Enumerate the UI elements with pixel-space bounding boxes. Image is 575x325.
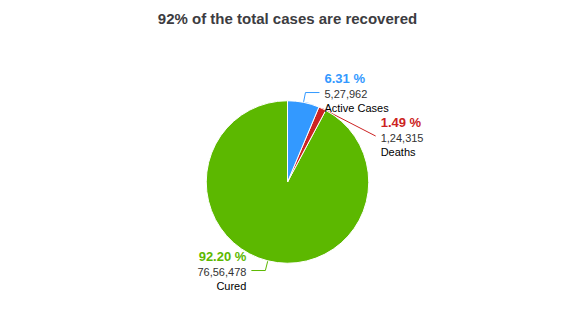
svg-text:92.20 %: 92.20 % [199,249,247,264]
svg-text:1,24,315: 1,24,315 [381,132,424,144]
svg-text:5,27,962: 5,27,962 [324,88,367,100]
svg-text:76,56,478: 76,56,478 [197,266,246,278]
svg-text:Deaths: Deaths [381,146,416,158]
svg-text:6.31 %: 6.31 % [324,71,365,86]
svg-text:Active Cases: Active Cases [324,102,389,114]
svg-text:Cured: Cured [216,280,246,292]
svg-text:1.49 %: 1.49 % [381,115,422,130]
svg-text:92% of the total cases are rec: 92% of the total cases are recovered [158,10,417,27]
